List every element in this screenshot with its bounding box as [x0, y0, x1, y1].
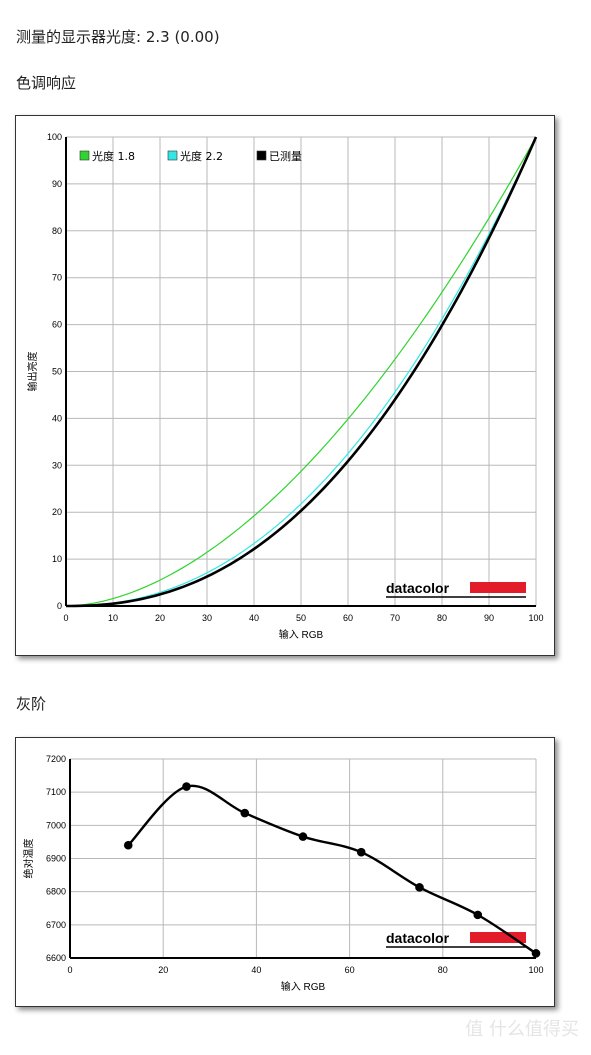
x-tick-label: 70 — [390, 613, 400, 623]
legend-swatch — [79, 150, 90, 161]
x-tick-label: 50 — [296, 613, 306, 623]
legend-swatch — [167, 150, 178, 161]
series-line-gamma-2-2 — [65, 136, 537, 607]
y-tick-label: 6800 — [46, 887, 66, 897]
watermark-logo: 值 什么值得买 — [465, 1019, 579, 1040]
datacolor-logo-bar — [470, 932, 526, 943]
y-tick-label: 0 — [57, 601, 62, 611]
data-point — [298, 832, 308, 841]
tone-response-chart: 0 10 20 30 40 50 60 70 80 90 100 0 10 20 30 40 50 60 70 80 9… — [26, 132, 544, 641]
data-point — [356, 847, 366, 857]
x-axis-title: 输入 RGB — [279, 628, 324, 641]
grayscale-heading: 灰阶 — [16, 695, 47, 713]
y-axis-title: 输出亮度 — [26, 352, 39, 392]
grayscale-chart-panel: 0 20 40 60 80 100 6600 6700 6800 6900 7000 7100 7200… — [15, 737, 555, 1007]
y-tick-label: 70 — [52, 273, 62, 283]
data-point — [415, 883, 424, 892]
series-line-gamma-1-8 — [65, 136, 537, 607]
tone-response-heading: 色调响应 — [16, 74, 77, 92]
y-tick-label: 90 — [52, 179, 62, 189]
y-tick-label: 6700 — [46, 920, 66, 930]
x-tick-label: 90 — [484, 613, 494, 623]
grayscale-chart: 0 20 40 60 80 100 6600 6700 6800 6900 7000 7100 7200… — [22, 754, 544, 993]
y-tick-label: 6900 — [46, 854, 66, 864]
data-point — [531, 949, 541, 958]
data-point — [473, 910, 483, 920]
x-tick-label: 0 — [63, 613, 68, 623]
data-point — [182, 782, 191, 791]
y-tick-label: 6600 — [46, 953, 66, 963]
y-tick-label: 30 — [52, 460, 62, 470]
x-tick-label: 40 — [251, 965, 261, 975]
x-tick-label: 10 — [108, 613, 118, 623]
y-tick-label: 7100 — [46, 787, 66, 797]
x-tick-label: 80 — [438, 965, 448, 975]
legend-label: 光度 2.2 — [180, 149, 223, 163]
series-line-temperature — [127, 784, 537, 955]
x-tick-label: 20 — [155, 613, 165, 623]
x-tick-label: 60 — [345, 965, 355, 975]
data-point — [240, 808, 250, 818]
y-tick-label: 20 — [52, 507, 62, 517]
legend-label: 已测量 — [269, 150, 302, 163]
x-tick-label: 100 — [528, 613, 543, 623]
x-tick-label: 20 — [158, 965, 168, 975]
x-tick-label: 60 — [343, 613, 353, 623]
data-point — [123, 840, 133, 850]
legend-label: 光度 1.8 — [92, 149, 135, 163]
series-line-measured — [65, 136, 538, 608]
y-tick-label: 50 — [52, 367, 62, 377]
x-tick-label: 80 — [437, 613, 447, 623]
y-tick-label: 40 — [52, 413, 62, 423]
x-tick-label: 0 — [67, 965, 72, 975]
x-tick-label: 100 — [528, 965, 543, 975]
datacolor-logo-text: datacolor — [386, 930, 450, 946]
datacolor-logo-text: datacolor — [386, 580, 450, 596]
y-axis-title: 绝对温度 — [22, 839, 35, 879]
x-tick-label: 40 — [249, 613, 259, 623]
tone-response-chart-panel: 0 10 20 30 40 50 60 70 80 90 100 0 10 20 30 40 50 60 70 80 9… — [15, 115, 555, 656]
datacolor-logo-bar — [470, 582, 526, 593]
y-tick-label: 80 — [52, 226, 62, 236]
y-tick-label: 100 — [47, 132, 62, 142]
y-tick-label: 7000 — [46, 820, 66, 830]
x-axis-title: 输入 RGB — [281, 980, 326, 993]
y-tick-label: 7200 — [46, 754, 66, 764]
y-tick-label: 10 — [52, 554, 62, 564]
y-tick-label: 60 — [52, 320, 62, 330]
x-tick-label: 30 — [202, 613, 212, 623]
measured-gamma-text: 测量的显示器光度: 2.3 (0.00) — [16, 28, 220, 46]
legend-swatch — [256, 150, 267, 161]
